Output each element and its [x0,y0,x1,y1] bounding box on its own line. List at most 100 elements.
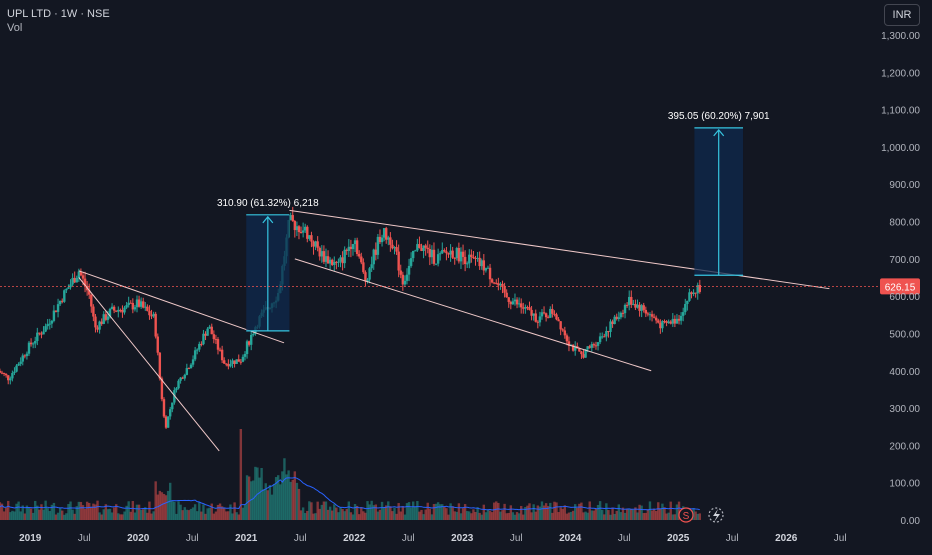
candle-body [586,346,589,350]
volume-bar [397,503,400,520]
candle-body [526,307,529,309]
volume-bar [220,506,224,520]
volume-bar [422,514,425,520]
candle-body [654,317,658,321]
candle-body [573,346,577,351]
volume-bar [345,508,348,520]
candle-body [216,339,220,350]
volume-bar [613,513,616,520]
time-tick-label: Jul [834,533,847,544]
candle-body [688,292,691,301]
candle-body [679,315,683,321]
candles[interactable] [0,206,702,429]
candle-body [567,341,571,346]
volume-bar [505,513,508,520]
currency-button[interactable]: INR [884,4,920,26]
candle-body [233,360,236,364]
volume-bar [88,502,91,520]
candle-body [133,307,137,310]
time-tick-label: Jul [294,533,307,544]
candle-body [532,313,535,316]
candle-body [536,321,540,323]
volume-bar [2,511,6,520]
volume-bar [206,508,209,520]
candle-body [46,324,49,327]
candle-body [69,284,72,288]
volume-bar [301,507,305,520]
volume-bar [54,514,58,520]
measure-arrow-head [262,215,274,224]
volume-bar [677,501,681,520]
price-tick-label: 1,100.00 [881,106,920,117]
volume-bar [484,512,488,520]
volume-bar [175,513,178,520]
candle-body [642,305,645,310]
volume-bar [85,501,89,520]
candle-body [337,261,340,263]
volume-bar [692,508,695,520]
candle-body [615,316,618,319]
candle-body [522,307,525,309]
candle-body [621,312,625,314]
candle-body [229,364,232,367]
volume-bar [299,510,303,520]
volume-bar [81,505,85,520]
volume-bar [202,504,205,520]
candle-body [412,250,415,259]
candle-body [204,333,207,336]
candle-body [13,371,16,374]
price-tick-label: 200.00 [889,441,920,452]
candle-body [449,250,452,255]
volume-bar [139,510,143,520]
volume-bar [48,511,51,520]
measure-tools[interactable]: 310.90 (61.32%) 6,218 395.05 (60.20%) 7,9… [217,111,770,332]
volume-bar [470,513,473,520]
candle-body [565,335,569,342]
lightning-icon[interactable] [708,507,724,523]
candle-body [333,261,336,265]
volume-bar [607,510,610,520]
volume-bar [476,507,479,520]
candle-body [152,313,155,317]
volume-bar [538,506,542,520]
candle-body [245,341,249,355]
candle-body [434,263,438,265]
volume-bar [632,509,635,520]
candle-body [177,380,180,389]
candle-body [418,244,421,248]
candle-body [148,310,151,316]
volume-bar [563,505,567,520]
candle-body [36,332,39,341]
volume-bar [636,512,639,520]
candle-body [534,313,537,322]
volume-bar [148,501,151,520]
volume-bar [447,514,450,520]
volume-bar [351,514,355,520]
candle-body [81,275,85,279]
volume-bar [295,482,299,520]
volume-label[interactable]: Vol [7,22,23,34]
volume-bar [183,507,186,520]
volume-bar [144,507,147,520]
lightning-icon-bolt [713,509,720,522]
candle-body [546,317,550,319]
symbol-title[interactable]: UPL LTD · 1W · NSE [7,8,110,20]
time-tick-label: Jul [78,533,91,544]
volume-bar [486,509,490,520]
volume-bar [146,512,149,520]
volume-bar [627,509,631,520]
time-tick-label: Jul [510,533,523,544]
candle-body [83,278,87,286]
candle-body [520,303,523,308]
volume-bar [644,512,648,520]
volume-bar [0,502,2,520]
volume-bar [11,510,14,520]
candle-body [623,304,627,314]
volume-bar [318,508,321,520]
dividend-s-icon[interactable]: S [678,507,694,523]
candle-body [590,344,594,348]
volume-bar [304,513,307,520]
volume-bar [528,503,531,520]
